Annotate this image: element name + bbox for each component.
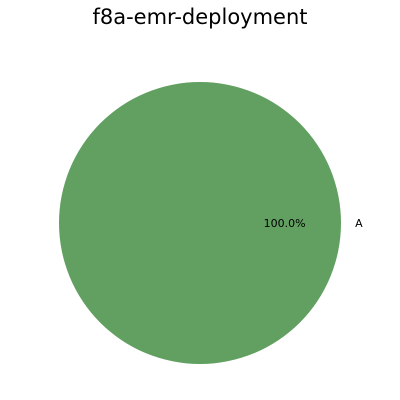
- pie-labels: A 100.0%: [264, 217, 363, 230]
- slice-percent-label: 100.0%: [264, 217, 306, 230]
- pie-slice-a: [59, 82, 341, 364]
- chart-title: f8a-emr-deployment: [92, 5, 307, 29]
- slice-label: A: [355, 217, 363, 230]
- pie-slices: [59, 82, 341, 364]
